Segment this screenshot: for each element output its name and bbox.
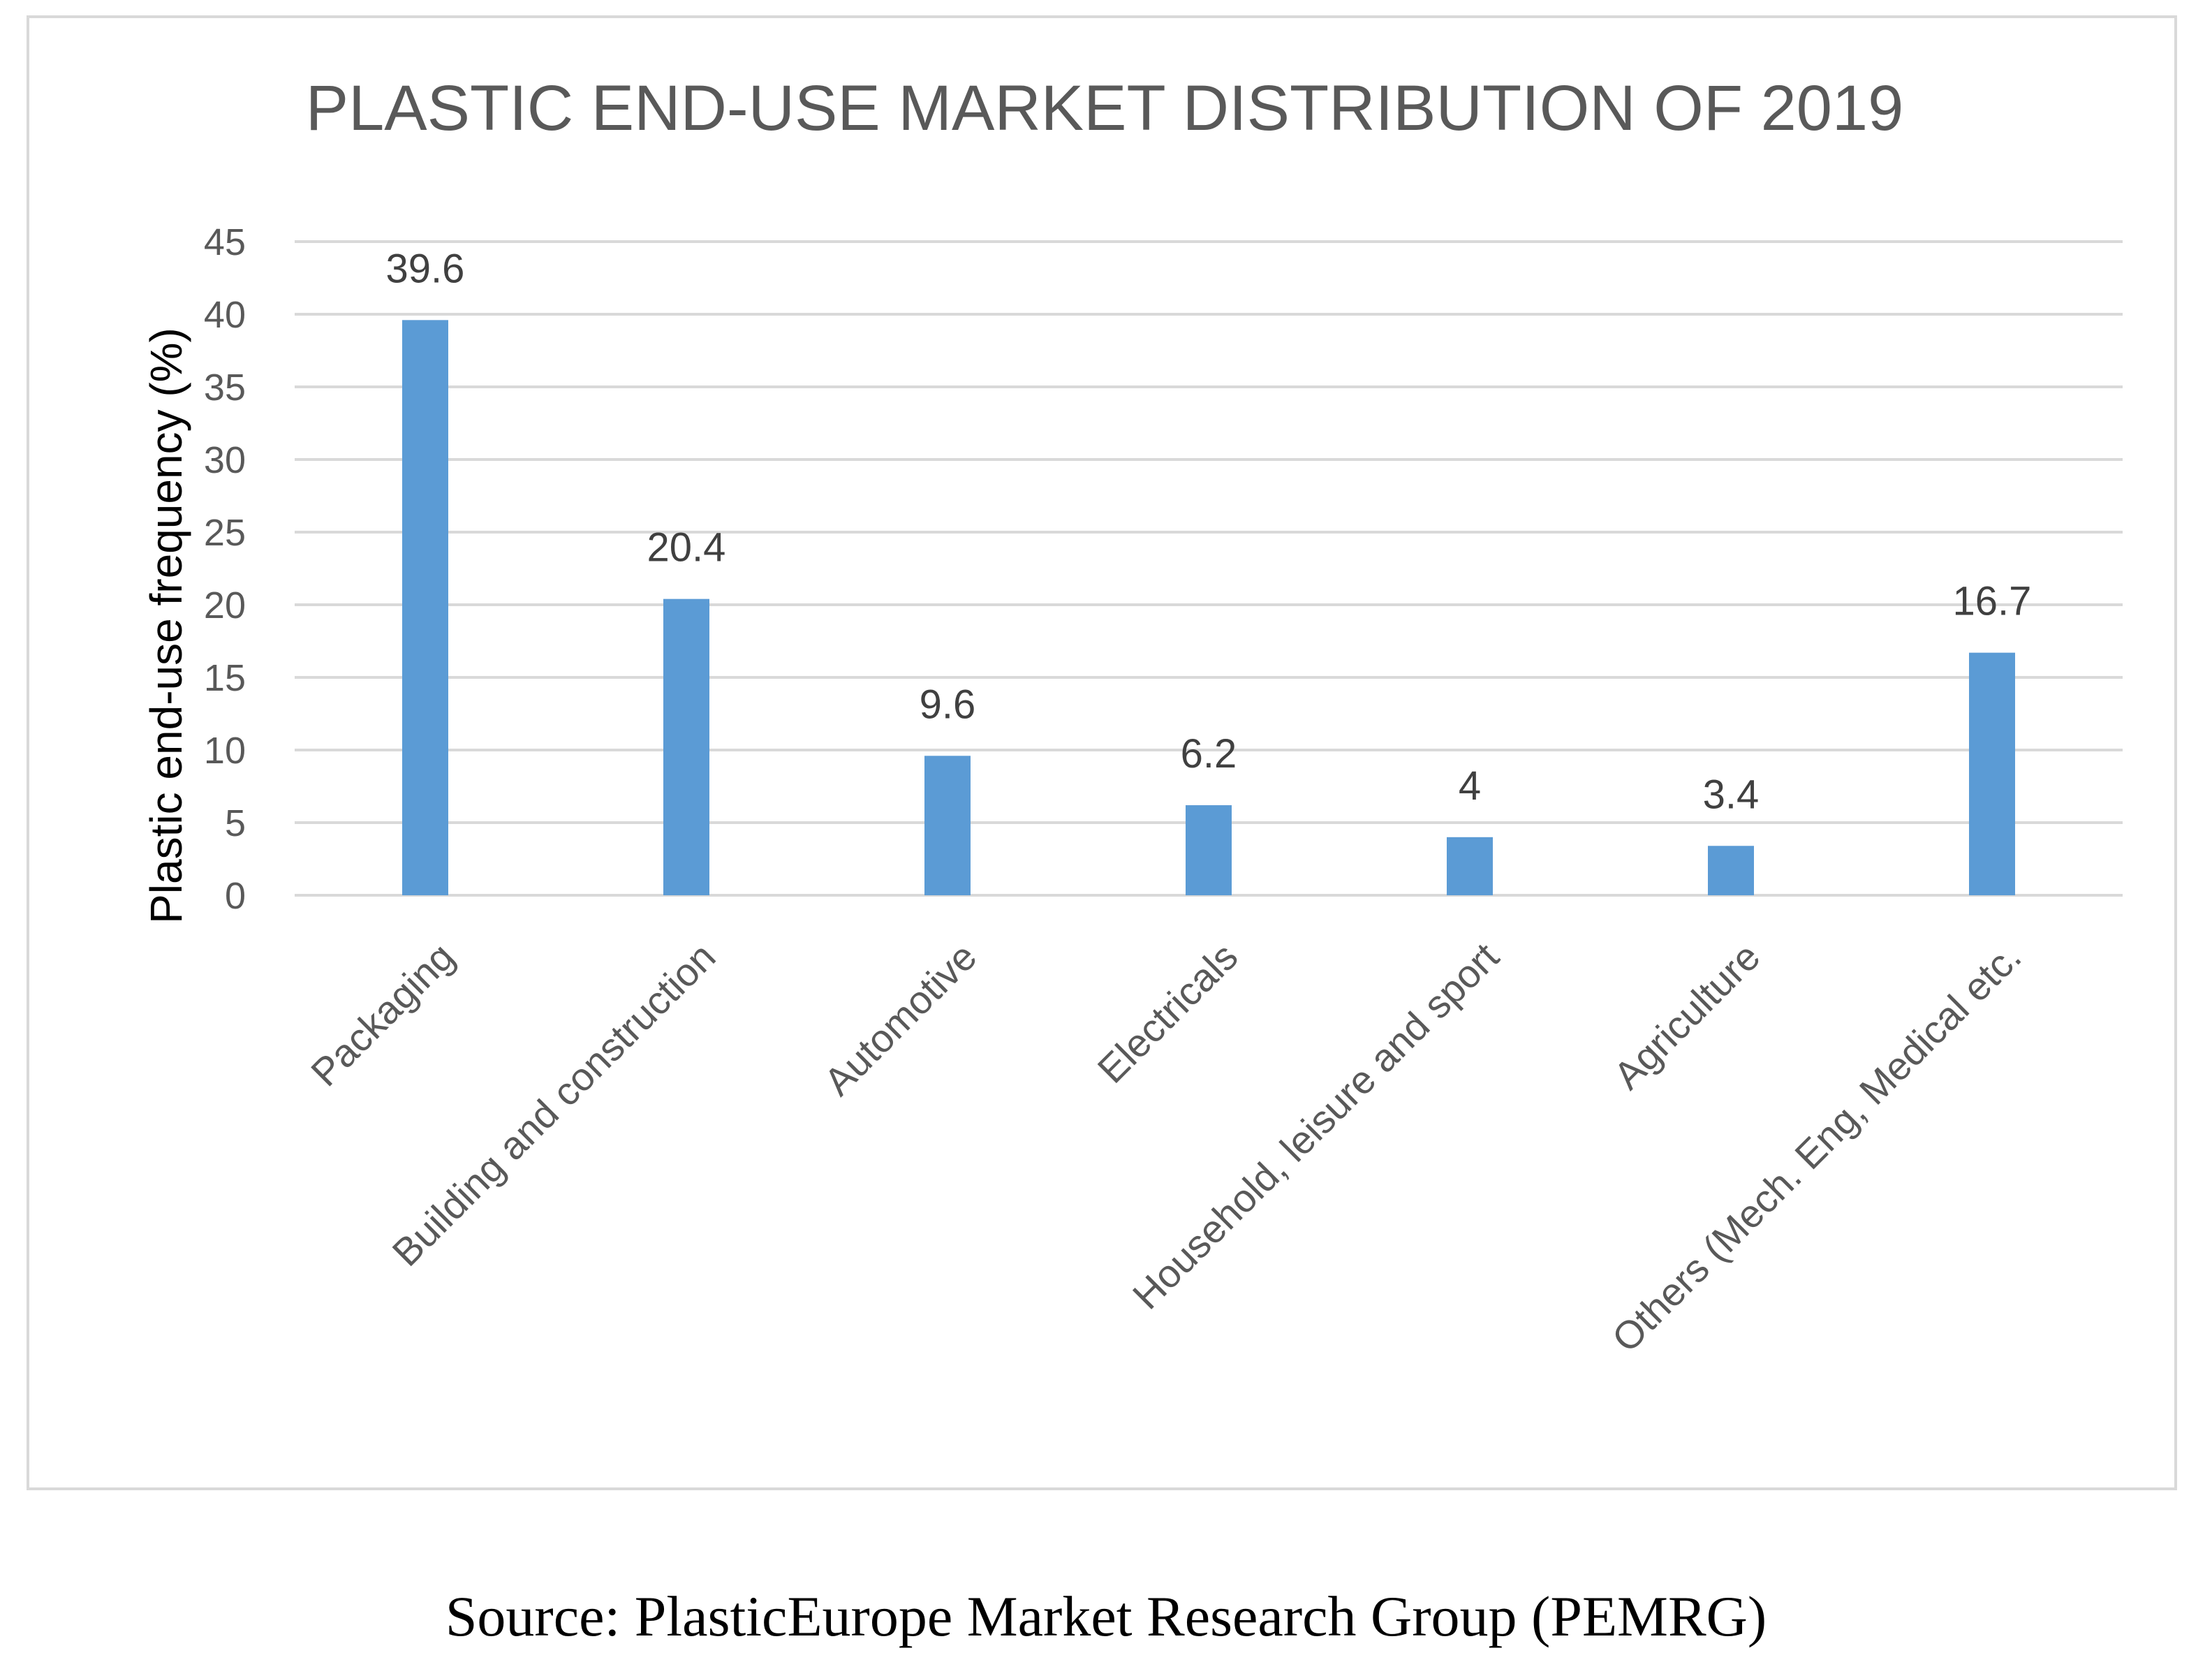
data-labels: 39.6 20.4 9.6 6.2 4 3.4 16.7 xyxy=(386,246,2032,817)
data-label: 9.6 xyxy=(920,682,976,727)
x-category-label: Automotive xyxy=(816,934,985,1104)
bar-chart: PLASTIC END-USE MARKET DISTRIBUTION OF 2… xyxy=(141,73,2123,1360)
data-label: 16.7 xyxy=(1953,579,2032,624)
data-label: 20.4 xyxy=(647,525,726,571)
data-label: 3.4 xyxy=(1703,772,1760,817)
bar-2 xyxy=(924,756,971,895)
bars xyxy=(402,320,2015,895)
data-label: 6.2 xyxy=(1181,731,1237,777)
y-tick-label: 30 xyxy=(204,439,246,481)
x-category-label: Packaging xyxy=(302,934,462,1094)
bar-4 xyxy=(1447,837,1493,895)
data-label: 39.6 xyxy=(386,246,465,291)
y-tick-label: 10 xyxy=(204,730,246,772)
y-tick-label: 15 xyxy=(204,657,246,699)
chart-title: PLASTIC END-USE MARKET DISTRIBUTION OF 2… xyxy=(306,73,1904,144)
x-category-label: Electricals xyxy=(1089,934,1246,1091)
source-note: Source: PlasticEurope Market Research Gr… xyxy=(445,1585,1767,1648)
x-category-label: Agriculture xyxy=(1605,934,1769,1098)
bar-6 xyxy=(1969,652,2015,895)
gridlines xyxy=(295,240,2123,897)
y-axis-title: Plastic end-use frequency (%) xyxy=(141,328,191,924)
chart-frame: PLASTIC END-USE MARKET DISTRIBUTION OF 2… xyxy=(27,15,2177,1490)
y-axis-ticks: 0 5 10 15 20 25 30 35 40 45 xyxy=(204,221,246,917)
bar-0 xyxy=(402,320,448,895)
bar-3 xyxy=(1186,805,1232,895)
y-tick-label: 40 xyxy=(204,294,246,336)
y-tick-label: 25 xyxy=(204,512,246,554)
y-tick-label: 45 xyxy=(204,221,246,263)
y-tick-label: 35 xyxy=(204,367,246,409)
y-tick-label: 20 xyxy=(204,585,246,626)
bar-5 xyxy=(1708,846,1754,895)
bar-1 xyxy=(663,598,709,895)
x-category-label: Others (Mech. Eng, Medical etc. xyxy=(1603,934,2029,1360)
data-label: 4 xyxy=(1459,763,1481,809)
y-tick-label: 5 xyxy=(225,802,246,844)
y-tick-label: 0 xyxy=(225,875,246,917)
